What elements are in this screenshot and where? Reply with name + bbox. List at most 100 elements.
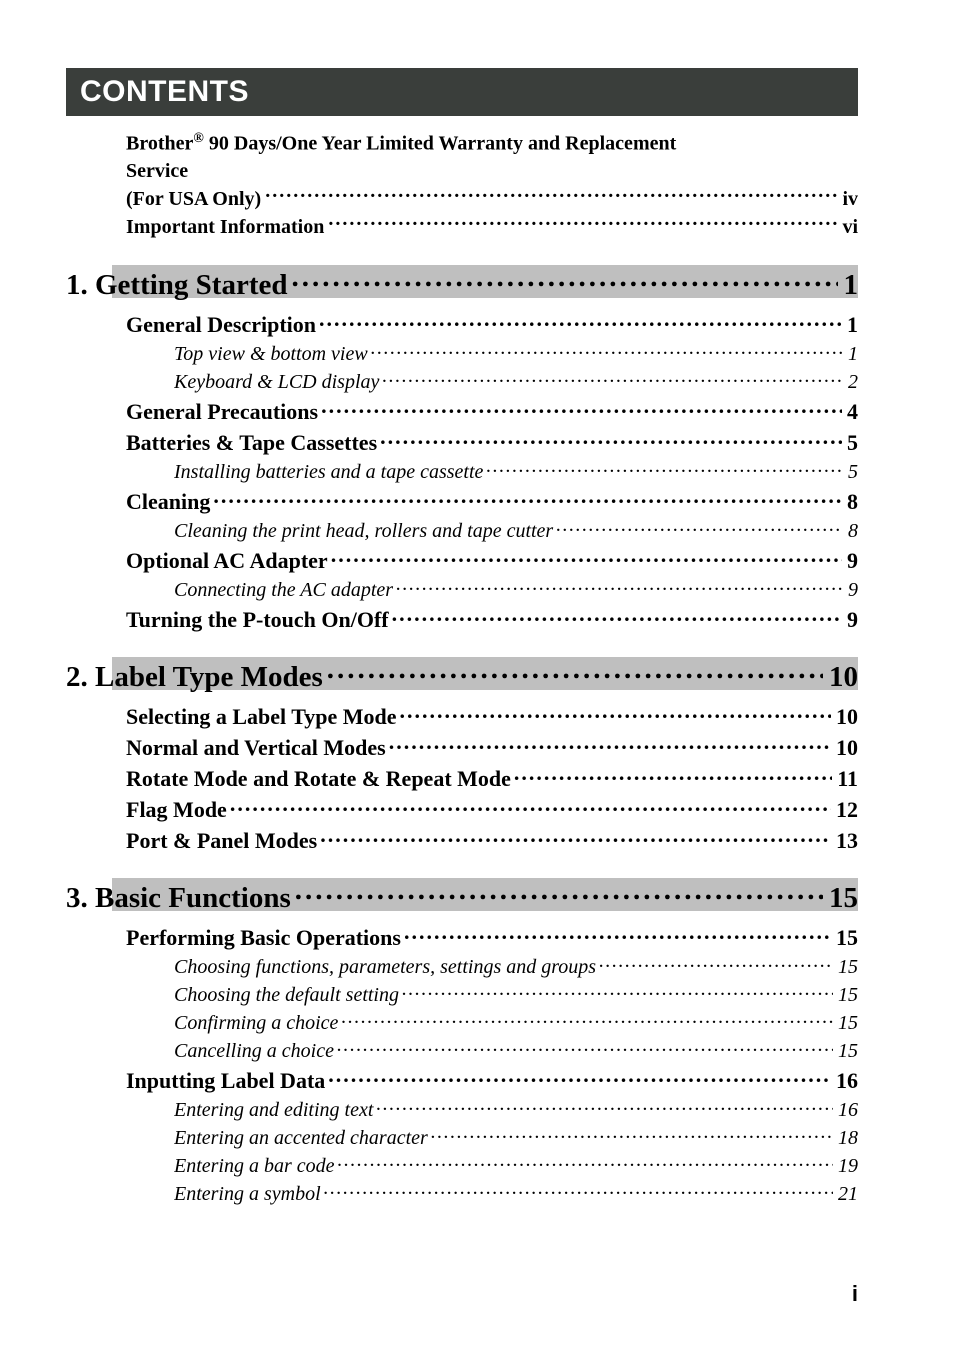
- toc-subsection: Top view & bottom view 1: [174, 340, 858, 366]
- toc-leader: [400, 702, 831, 724]
- toc-entry: (For USA Only) iv: [126, 185, 858, 213]
- toc-entry-page: 15: [836, 956, 858, 979]
- toc-entry-label: Normal and Vertical Modes: [126, 735, 386, 761]
- toc-leader: [230, 795, 831, 817]
- toc-entry: Keyboard & LCD display 2: [174, 368, 858, 394]
- toc-leader: [295, 878, 823, 907]
- toc-body: Brother® 90 Days/One Year Limited Warran…: [66, 130, 858, 1206]
- toc-entry-label: Selecting a Label Type Mode: [126, 704, 397, 730]
- toc-entry: Flag Mode 12: [126, 795, 858, 823]
- toc-entry: Installing batteries and a tape cassette…: [174, 458, 858, 484]
- toc-section: Performing Basic Operations 15: [126, 923, 858, 951]
- toc-entry-label: (For USA Only): [126, 186, 265, 213]
- toc-leader: [265, 185, 840, 205]
- toc-subsection: Entering an accented character 18: [174, 1124, 858, 1150]
- toc-chapter-title: 2. Label Type Modes 10: [66, 657, 858, 696]
- toc-section: Optional AC Adapter 9: [126, 546, 858, 574]
- toc-leader: [338, 1152, 833, 1172]
- toc-leader: [320, 826, 831, 848]
- toc-entry-page: 18: [836, 1127, 858, 1150]
- toc-entry: Optional AC Adapter 9: [126, 546, 858, 574]
- toc-subsection: Confirming a choice 15: [174, 1009, 858, 1035]
- toc-entry-page: 8: [845, 489, 858, 515]
- toc-entry-page: 5: [846, 461, 858, 484]
- toc-subsection: Entering a bar code 19: [174, 1152, 858, 1178]
- toc-entry: General Precautions 4: [126, 397, 858, 425]
- toc-subsection: Cancelling a choice 15: [174, 1037, 858, 1063]
- toc-leader: [292, 265, 838, 294]
- toc-entry: 3. Basic Functions 15: [66, 878, 858, 915]
- toc-entry-page: 21: [836, 1183, 858, 1206]
- toc-entry-page: 11: [835, 766, 858, 792]
- toc-entry: Selecting a Label Type Mode 10: [126, 702, 858, 730]
- toc-entry-label: Optional AC Adapter: [126, 548, 328, 574]
- toc-entry-page: 15: [834, 925, 858, 951]
- toc-leader: [328, 1066, 831, 1088]
- toc-entry-page: 12: [834, 797, 858, 823]
- toc-leader: [337, 1037, 833, 1057]
- toc-section: Cleaning 8: [126, 487, 858, 515]
- toc-subsection: Installing batteries and a tape cassette…: [174, 458, 858, 484]
- toc-section: Rotate Mode and Rotate & Repeat Mode 11: [126, 764, 858, 792]
- toc-leader: [556, 517, 843, 537]
- toc-entry: Turning the P-touch On/Off 9: [126, 605, 858, 633]
- toc-entry: Top view & bottom view 1: [174, 340, 858, 366]
- toc-subsection: Connecting the AC adapter 9: [174, 576, 858, 602]
- toc-leader: [327, 657, 823, 686]
- toc-leader: [380, 428, 842, 450]
- toc-pre-entry: Important Information vi: [126, 213, 858, 241]
- toc-entry-page: 15: [836, 984, 858, 1007]
- toc-entry-page: 10: [834, 704, 858, 730]
- toc-chapter: 3. Basic Functions 15: [66, 878, 858, 917]
- toc-leader: [376, 1096, 833, 1116]
- toc-section: Normal and Vertical Modes 10: [126, 733, 858, 761]
- toc-leader: [371, 340, 843, 360]
- toc-pre-entry: Brother® 90 Days/One Year Limited Warran…: [126, 130, 858, 213]
- toc-leader: [396, 576, 843, 596]
- toc-entry-label: Installing batteries and a tape cassette: [174, 461, 483, 484]
- toc-entry-page: 1: [846, 343, 858, 366]
- toc-entry: Normal and Vertical Modes 10: [126, 733, 858, 761]
- toc-entry: Entering a bar code 19: [174, 1152, 858, 1178]
- toc-subsection: Entering and editing text 16: [174, 1096, 858, 1122]
- toc-entry-page: 9: [845, 548, 858, 574]
- toc-entry-page: 15: [836, 1012, 858, 1035]
- toc-leader: [321, 397, 842, 419]
- toc-leader: [389, 733, 831, 755]
- toc-leader: [328, 213, 840, 233]
- toc-entry: Entering a symbol 21: [174, 1180, 858, 1206]
- toc-entry-page: 4: [845, 399, 858, 425]
- toc-subsection: Choosing functions, parameters, settings…: [174, 953, 858, 979]
- toc-leader: [404, 923, 831, 945]
- toc-leader: [514, 764, 832, 786]
- toc-entry-label: Choosing the default setting: [174, 984, 399, 1007]
- toc-leader: [331, 546, 842, 568]
- toc-section: Batteries & Tape Cassettes 5: [126, 428, 858, 456]
- toc-entry-page: 16: [836, 1099, 858, 1122]
- toc-entry-label: Keyboard & LCD display: [174, 371, 379, 394]
- toc-section: Port & Panel Modes 13: [126, 826, 858, 854]
- toc-subsection: Choosing the default setting 15: [174, 981, 858, 1007]
- toc-entry-page: vi: [840, 214, 858, 241]
- toc-entry: Entering an accented character 18: [174, 1124, 858, 1150]
- toc-section: General Precautions 4: [126, 397, 858, 425]
- toc-entry-page: 9: [846, 579, 858, 602]
- toc-entry-page: 10: [834, 735, 858, 761]
- toc-entry-label: Choosing functions, parameters, settings…: [174, 956, 596, 979]
- toc-chapter: 2. Label Type Modes 10: [66, 657, 858, 696]
- toc-section: Flag Mode 12: [126, 795, 858, 823]
- toc-entry-page: 1: [845, 312, 858, 338]
- toc-entry-label: Connecting the AC adapter: [174, 579, 393, 602]
- toc-entry-label: Flag Mode: [126, 797, 227, 823]
- toc-entry-page: 9: [845, 607, 858, 633]
- toc-leader: [341, 1009, 833, 1029]
- toc-entry: 1. Getting Started 1: [66, 265, 858, 302]
- toc-entry-label: Cleaning: [126, 489, 210, 515]
- toc-entry-label: Performing Basic Operations: [126, 925, 401, 951]
- contents-header: CONTENTS: [66, 68, 858, 116]
- toc-entry: Choosing functions, parameters, settings…: [174, 953, 858, 979]
- toc-entry: General Description 1: [126, 310, 858, 338]
- toc-entry-label: Inputting Label Data: [126, 1068, 325, 1094]
- toc-entry: 2. Label Type Modes 10: [66, 657, 858, 694]
- toc-entry: Rotate Mode and Rotate & Repeat Mode 11: [126, 764, 858, 792]
